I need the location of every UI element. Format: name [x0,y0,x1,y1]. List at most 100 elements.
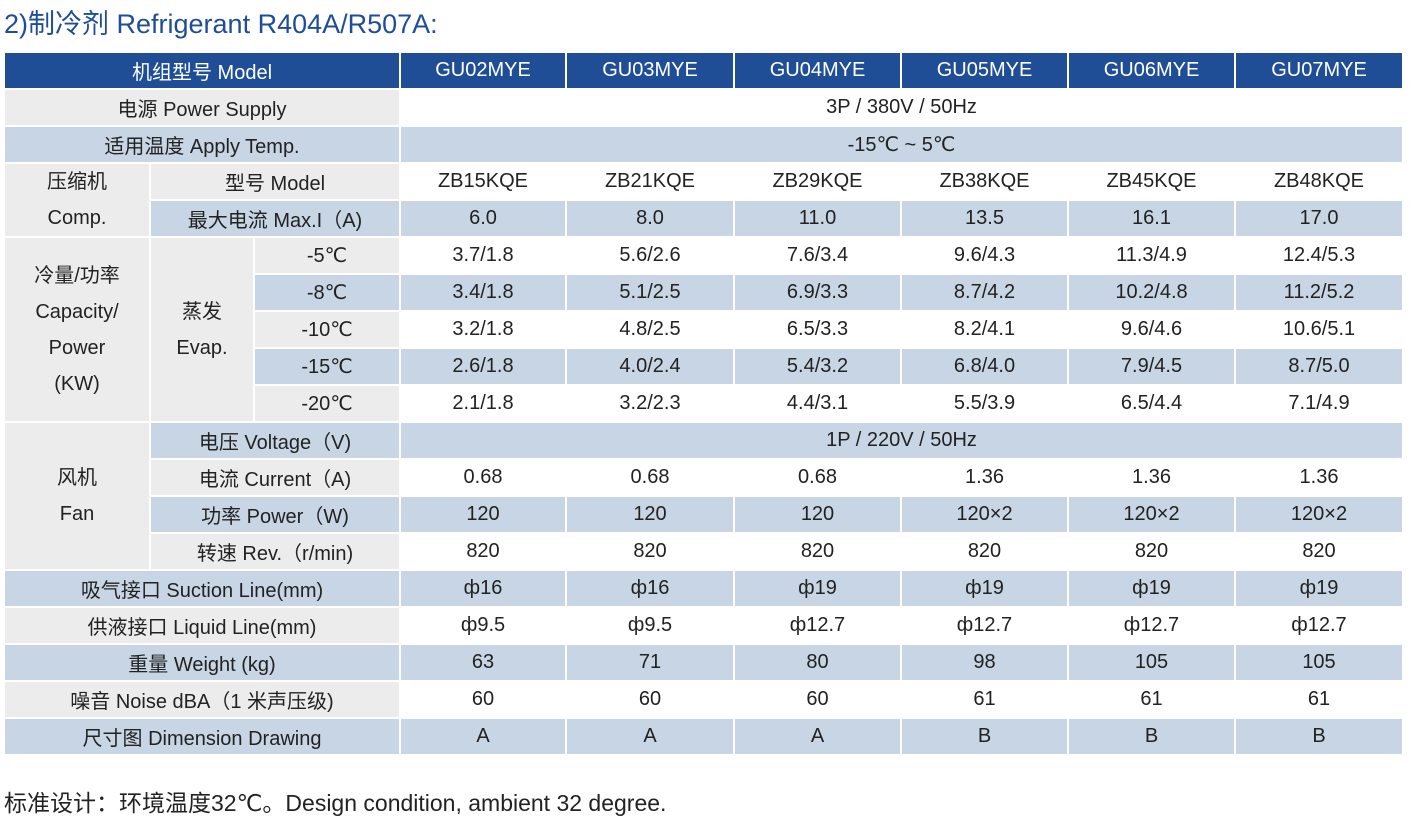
group-label-line: Comp. [47,207,107,229]
row-label: 电压 Voltage（V) [151,423,399,458]
table-cell: 5.5/3.9 [902,386,1067,421]
table-cell: 11.3/4.9 [1069,238,1234,273]
table-cell: 60 [735,682,900,717]
table-row-comp-max-current: 最大电流 Max.I（A) 6.0 8.0 11.0 13.5 16.1 17.… [5,201,1402,236]
spec-table: 机组型号 Model GU02MYE GU03MYE GU04MYE GU05M… [3,51,1404,756]
table-cell: 820 [1236,534,1402,569]
table-cell: ф9.5 [567,608,733,643]
table-cell: 820 [1069,534,1234,569]
table-cell: 105 [1069,645,1234,680]
table-cell: 61 [902,682,1067,717]
table-cell: 98 [902,645,1067,680]
table-cell: 1.36 [1236,460,1402,495]
table-row-capacity: -15℃ 2.6/1.8 4.0/2.4 5.4/3.2 6.8/4.0 7.9… [5,349,1402,384]
model-header: GU03MYE [567,53,733,88]
table-cell: 4.8/2.5 [567,312,733,347]
table-row-capacity: -20℃ 2.1/1.8 3.2/2.3 4.4/3.1 5.5/3.9 6.5… [5,386,1402,421]
table-cell: B [1236,719,1402,754]
row-label: 功率 Power（W) [151,497,399,532]
table-cell: 5.1/2.5 [567,275,733,310]
table-cell: 5.6/2.6 [567,238,733,273]
table-row-fan-current: 电流 Current（A) 0.68 0.68 0.68 1.36 1.36 1… [5,460,1402,495]
table-cell: A [567,719,733,754]
table-cell: 1.36 [902,460,1067,495]
table-cell: 820 [735,534,900,569]
table-cell: 120×2 [1236,497,1402,532]
table-cell: 17.0 [1236,201,1402,236]
row-label: 尺寸图 Dimension Drawing [5,719,399,754]
group-label-line: 压缩机 [47,171,107,193]
table-cell: ф16 [567,571,733,606]
compressor-group-label: 压缩机 Comp. [5,164,149,236]
table-cell: ф9.5 [401,608,565,643]
table-cell: 2.6/1.8 [401,349,565,384]
evap-temp-label: -15℃ [255,349,399,384]
row-label: 适用温度 Apply Temp. [5,127,399,162]
table-row-capacity: -8℃ 3.4/1.8 5.1/2.5 6.9/3.3 8.7/4.2 10.2… [5,275,1402,310]
table-cell: 3.4/1.8 [401,275,565,310]
table-cell: ZB15KQE [401,164,565,199]
table-row-power-supply: 电源 Power Supply 3P / 380V / 50Hz [5,90,1402,125]
table-cell: 3.2/2.3 [567,386,733,421]
row-label: 电源 Power Supply [5,90,399,125]
table-cell: 11.0 [735,201,900,236]
table-cell: ф19 [1236,571,1402,606]
table-cell: 60 [567,682,733,717]
table-header-row: 机组型号 Model GU02MYE GU03MYE GU04MYE GU05M… [5,53,1402,88]
model-header: GU07MYE [1236,53,1402,88]
table-row-fan-voltage: 风机 Fan 电压 Voltage（V) 1P / 220V / 50Hz [5,423,1402,569]
table-row-weight: 重量 Weight (kg) 63 71 80 98 105 105 [5,645,1402,680]
evap-temp-label: -8℃ [255,275,399,310]
table-cell: ZB45KQE [1069,164,1234,199]
table-row-fan-power: 功率 Power（W) 120 120 120 120×2 120×2 120×… [5,497,1402,532]
table-cell: 8.0 [567,201,733,236]
table-cell: 13.5 [902,201,1067,236]
table-cell: 1.36 [1069,460,1234,495]
group-label-line: 风机 [57,467,97,489]
evap-temp-label: -20℃ [255,386,399,421]
table-cell: 7.6/3.4 [735,238,900,273]
row-label: 吸气接口 Suction Line(mm) [5,571,399,606]
model-header-label: 机组型号 Model [5,53,399,88]
table-cell: ф19 [902,571,1067,606]
table-cell: 820 [902,534,1067,569]
table-cell: 0.68 [567,460,733,495]
table-cell: 2.1/1.8 [401,386,565,421]
table-row-suction: 吸气接口 Suction Line(mm) ф16 ф16 ф19 ф19 ф1… [5,571,1402,606]
fan-group-label: 风机 Fan [5,423,149,569]
group-label-line: Evap. [176,336,228,359]
table-cell: ZB29KQE [735,164,900,199]
table-cell: 8.7/4.2 [902,275,1067,310]
table-cell: B [1069,719,1234,754]
table-cell: 71 [567,645,733,680]
row-label: 型号 Model [151,164,399,199]
evap-group-label: 蒸发 Evap. [151,238,253,421]
table-cell: 12.4/5.3 [1236,238,1402,273]
table-cell: B [902,719,1067,754]
row-label: 噪音 Noise dBA（1 米声压级) [5,682,399,717]
table-cell: ф12.7 [1069,608,1234,643]
evap-temp-label: -10℃ [255,312,399,347]
table-cell: ф12.7 [1236,608,1402,643]
row-label: 供液接口 Liquid Line(mm) [5,608,399,643]
table-cell: 6.9/3.3 [735,275,900,310]
table-cell: ф16 [401,571,565,606]
model-header: GU06MYE [1069,53,1234,88]
table-cell: 6.5/3.3 [735,312,900,347]
table-cell: ZB48KQE [1236,164,1402,199]
row-label: 转速 Rev.（r/min) [151,534,399,569]
table-cell: 80 [735,645,900,680]
group-label-line: 冷量/功率 [34,264,120,287]
table-cell: 8.7/5.0 [1236,349,1402,384]
capacity-group-label: 冷量/功率 Capacity/ Power (KW) [5,238,149,421]
table-cell: 4.0/2.4 [567,349,733,384]
design-condition-note: 标准设计：环境温度32℃。Design condition, ambient 3… [4,790,667,816]
table-cell: ZB21KQE [567,164,733,199]
table-cell: 120 [401,497,565,532]
model-header: GU04MYE [735,53,900,88]
table-cell: 820 [401,534,565,569]
table-cell: 61 [1069,682,1234,717]
table-cell: 10.6/5.1 [1236,312,1402,347]
table-cell: 3.7/1.8 [401,238,565,273]
table-row-capacity: -10℃ 3.2/1.8 4.8/2.5 6.5/3.3 8.2/4.1 9.6… [5,312,1402,347]
